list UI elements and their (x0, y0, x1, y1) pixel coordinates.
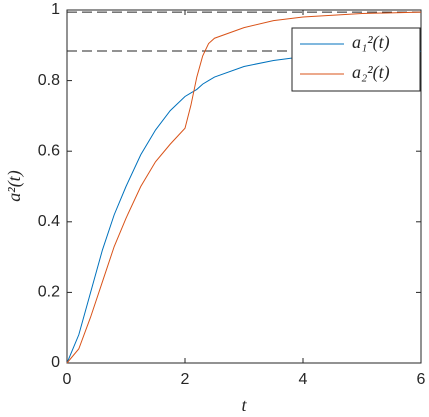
x-axis-label: t (241, 395, 247, 415)
series-line (66, 50, 422, 364)
legend-label: a₁²(t) (352, 32, 390, 53)
x-tick-label: 2 (181, 371, 190, 388)
x-tick-label: 0 (63, 371, 72, 388)
y-axis-label: a²(t) (4, 170, 25, 201)
y-tick-label: 0.6 (38, 142, 60, 159)
y-tick-label: 0 (51, 354, 60, 371)
y-tick-label: 0.2 (38, 284, 60, 301)
legend-label: a₂²(t) (352, 62, 390, 83)
y-tick-label: 0.4 (38, 213, 60, 230)
y-tick-label: 0.8 (38, 72, 60, 89)
x-tick-label: 4 (299, 371, 308, 388)
legend-box (291, 27, 421, 92)
series-line (66, 11, 422, 364)
x-tick-label: 6 (417, 371, 426, 388)
y-tick-label: 1 (51, 1, 60, 18)
